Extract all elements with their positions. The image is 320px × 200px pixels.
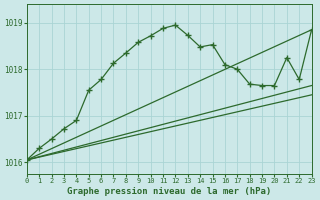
X-axis label: Graphe pression niveau de la mer (hPa): Graphe pression niveau de la mer (hPa) [67, 187, 271, 196]
